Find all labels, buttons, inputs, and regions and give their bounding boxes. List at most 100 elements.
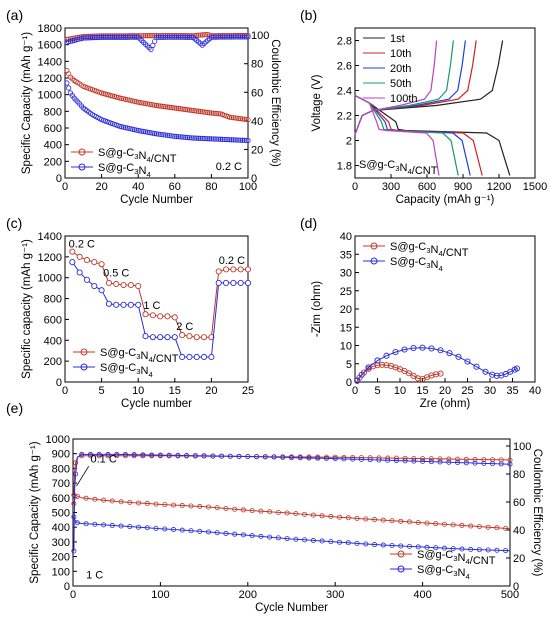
point-a-2-42 xyxy=(141,33,147,39)
point-e-0-40 xyxy=(240,507,246,513)
point-e-3-86 xyxy=(437,459,443,465)
y2-tick-label-a-2: 40 xyxy=(251,116,263,128)
point-a-3-80 xyxy=(210,34,216,40)
point-a-3-10 xyxy=(82,35,88,41)
point-a-1-81 xyxy=(212,136,218,142)
point-e-1-44 xyxy=(258,533,264,539)
point-a-1-96 xyxy=(239,137,246,143)
point-a-0-78 xyxy=(206,110,213,116)
point-e-1-96 xyxy=(485,547,491,553)
point-e-1-84 xyxy=(433,545,439,551)
y2-tick-label-e-5: 100 xyxy=(513,441,531,453)
point-a-3-50 xyxy=(155,34,161,40)
point-e-2-90 xyxy=(455,456,461,462)
point-a-3-81 xyxy=(212,34,218,40)
plot-frame-b xyxy=(354,27,536,179)
legend-marker-d-0 xyxy=(370,242,378,250)
rate-label-1: 0.5 C xyxy=(103,268,129,280)
point-a-1-44 xyxy=(144,129,150,135)
point-a-1-91 xyxy=(230,137,236,143)
point-c-0-15 xyxy=(179,332,186,339)
point-a-1-53 xyxy=(161,132,167,138)
point-a-3-26 xyxy=(111,34,118,40)
point-d-1-4 xyxy=(383,352,390,359)
point-a-3-46 xyxy=(148,46,154,53)
point-a-0-50 xyxy=(155,103,161,109)
point-d-1-11 xyxy=(446,350,453,357)
point-e-1-22 xyxy=(162,526,168,532)
point-a-3-55 xyxy=(164,34,171,40)
point-a-1-90 xyxy=(228,137,235,143)
point-e-3-0 xyxy=(71,548,77,554)
point-c-0-13 xyxy=(164,313,171,320)
legend-label-b-1: 10th xyxy=(390,48,411,60)
point-e-0-68 xyxy=(363,516,369,522)
y-tick-label-d-0: 0 xyxy=(346,377,352,389)
point-e-0-90 xyxy=(459,522,465,528)
point-e-3-62 xyxy=(332,456,338,462)
point-e-3-88 xyxy=(446,459,452,465)
point-d-1-17 xyxy=(493,372,500,379)
y-tick-label-d-6: 30 xyxy=(340,268,352,280)
point-e-3-16 xyxy=(131,452,137,458)
legend-label-a-0: S@g-C3N4/CNT xyxy=(98,147,177,165)
point-a-3-95 xyxy=(238,34,244,40)
y-tick-label-b-2: 2.2 xyxy=(337,111,352,123)
point-e-0-52 xyxy=(293,511,299,517)
point-a-3-13 xyxy=(88,35,94,41)
point-c-0-8 xyxy=(127,281,134,289)
point-e-0-86 xyxy=(441,521,447,527)
point-a-3-92 xyxy=(232,34,238,40)
point-c-1-22 xyxy=(230,279,237,286)
point-d-1-5 xyxy=(392,349,399,356)
point-a-0-83 xyxy=(216,111,222,117)
legend-label-b-4: 100th xyxy=(390,93,418,105)
panel-label-a: (a) xyxy=(6,7,23,23)
point-e-3-50 xyxy=(280,454,286,460)
point-a-0-89 xyxy=(227,114,233,120)
point-a-3-58 xyxy=(170,34,176,40)
point-a-0-82 xyxy=(214,110,220,117)
series-line-e-3 xyxy=(73,453,511,552)
x-tick-label-c-3: 15 xyxy=(169,385,181,397)
legend-label-e-0: S@g-C3N4/CNT xyxy=(417,549,496,567)
point-a-3-17 xyxy=(95,34,101,41)
y-tick-label-b-0: 1.8 xyxy=(337,161,352,173)
panel-label-d: (d) xyxy=(300,215,317,231)
point-e-3-6 xyxy=(87,451,93,457)
point-e-3-18 xyxy=(140,452,146,458)
point-e-0-26 xyxy=(179,503,185,509)
point-e-3-4 xyxy=(79,451,85,457)
point-a-3-57 xyxy=(168,34,174,40)
x-tick-label-d-2: 10 xyxy=(394,385,406,397)
point-e-1-98 xyxy=(494,547,500,553)
point-a-1-69 xyxy=(190,135,196,141)
point-c-1-24 xyxy=(244,279,252,286)
point-a-3-94 xyxy=(236,34,242,40)
point-c-1-2 xyxy=(83,276,91,283)
point-e-1-28 xyxy=(188,528,194,534)
point-a-0-75 xyxy=(201,109,207,115)
point-e-0-0 xyxy=(71,501,77,507)
point-e-2-82 xyxy=(420,456,426,462)
legend-label-a-1: S@g-C3N4 xyxy=(98,162,151,179)
y2-tick-label-e-3: 60 xyxy=(513,497,525,509)
point-d-0-12 xyxy=(405,370,413,377)
point-a-1-51 xyxy=(157,131,163,137)
point-e-0-62 xyxy=(337,514,343,520)
point-e-0-50 xyxy=(284,510,290,516)
point-e-3-68 xyxy=(358,456,364,462)
point-a-0-69 xyxy=(190,107,196,114)
point-c-1-23 xyxy=(237,279,244,286)
x-axis-label-b: Capacity (mAh g⁻¹) xyxy=(396,194,495,206)
y-tick-label-e-5: 500 xyxy=(52,508,70,520)
point-a-1-62 xyxy=(177,134,183,140)
x-tick-label-d-0: 0 xyxy=(352,385,358,397)
point-a-0-51 xyxy=(157,103,163,109)
y-tick-label-b-3: 2.4 xyxy=(337,86,352,98)
point-c-1-1 xyxy=(76,269,83,276)
point-e-1-80 xyxy=(415,544,421,550)
point-e-1-54 xyxy=(302,537,308,543)
point-e-3-70 xyxy=(367,457,373,463)
point-a-1-61 xyxy=(175,134,182,140)
